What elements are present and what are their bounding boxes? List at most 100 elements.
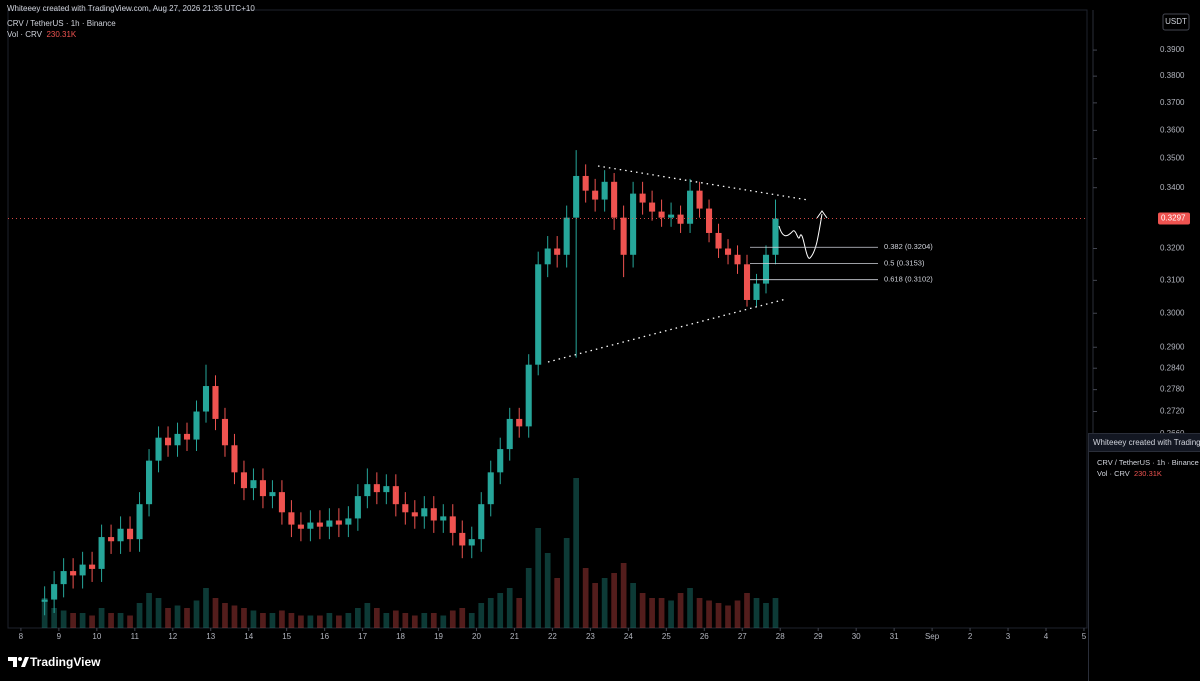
- volume-bar: [108, 613, 114, 628]
- x-tick-label: 15: [282, 632, 291, 641]
- candle-body: [155, 437, 162, 461]
- x-tick-label: 20: [472, 632, 481, 641]
- x-tick-label: 5: [1082, 632, 1087, 641]
- triangle-upper: [597, 165, 809, 201]
- volume-bar: [687, 588, 693, 628]
- candle-body: [231, 445, 238, 473]
- candle-body: [297, 524, 304, 529]
- header-title: Whiteeey created with TradingView.com, A…: [7, 4, 255, 13]
- candle-body: [278, 492, 285, 513]
- y-tick-label: 0.3400: [1160, 183, 1185, 192]
- candle-body: [601, 181, 608, 200]
- popup-volume-label: Vol · CRV: [1097, 469, 1130, 478]
- candle-body: [724, 248, 732, 255]
- volume-bar: [715, 603, 722, 628]
- y-tick-label: 0.3700: [1160, 98, 1185, 107]
- candle-body: [620, 217, 627, 255]
- popup-volume: Vol · CRV 230.31K: [1089, 467, 1200, 478]
- plot-frame: [7, 9, 1088, 629]
- candle-body: [288, 512, 295, 525]
- volume-bar: [231, 605, 238, 628]
- fib-label: 0.382 (0.3204): [884, 242, 933, 251]
- volume-bar: [136, 603, 143, 628]
- x-tick-label: 13: [206, 632, 215, 641]
- candle-body: [89, 564, 96, 569]
- y-tick-label: 0.3000: [1160, 308, 1185, 317]
- candle-body: [146, 460, 153, 505]
- volume-value: 230.31K: [46, 30, 77, 39]
- volume-bar: [260, 613, 266, 628]
- volume-bar: [611, 573, 617, 628]
- x-tick-label: 26: [700, 632, 709, 641]
- volume-bar: [51, 608, 57, 628]
- candle-body: [497, 449, 504, 473]
- volume-bar: [573, 478, 580, 628]
- candle-body: [440, 516, 447, 521]
- fib-label: 0.618 (0.3102): [884, 275, 933, 284]
- x-tick-label: 2: [968, 632, 973, 641]
- candle-body: [259, 480, 266, 497]
- candle-body: [554, 248, 561, 255]
- candle-body: [127, 528, 134, 540]
- candle-body: [506, 418, 513, 450]
- candle-body: [687, 190, 694, 224]
- volume-bar: [155, 598, 162, 628]
- volume-bar: [601, 578, 608, 628]
- volume-legend: Vol · CRV 230.31K: [7, 30, 76, 39]
- volume-bar: [677, 593, 684, 628]
- volume-bar: [734, 600, 741, 628]
- volume-bar: [440, 615, 447, 628]
- candle-body: [573, 175, 580, 218]
- candle-body: [772, 218, 779, 255]
- candle-body: [743, 264, 751, 300]
- candle-body: [402, 504, 409, 513]
- candle-body: [525, 364, 532, 427]
- volume-bar: [468, 613, 475, 628]
- volume-bar: [269, 613, 276, 628]
- volume-bar: [421, 613, 428, 628]
- currency-box[interactable]: [1162, 13, 1190, 31]
- popup-volume-value: 230.31K: [1133, 469, 1162, 478]
- y-tick-label: 0.2840: [1160, 363, 1185, 372]
- candle-body: [117, 528, 124, 542]
- candle-body: [449, 516, 456, 533]
- popup-title: Whiteeey created with TradingView: [1089, 434, 1200, 452]
- volume-bar: [250, 610, 257, 628]
- x-tick-label: 9: [57, 632, 62, 641]
- candle-body: [762, 254, 770, 284]
- logo-dot: [18, 657, 22, 661]
- candle-body: [373, 484, 380, 493]
- y-tick-label: 0.2900: [1160, 342, 1185, 351]
- x-tick-label: 10: [92, 632, 101, 641]
- x-tick-label: 30: [852, 632, 861, 641]
- volume-bar: [582, 568, 589, 628]
- x-tick-label: 27: [738, 632, 747, 641]
- volume-bar: [184, 608, 190, 628]
- candle-body: [430, 508, 437, 521]
- popup-symbol: CRV / TetherUS · 1h · Binance: [1097, 458, 1199, 467]
- candle-body: [60, 571, 67, 585]
- candle-body: [221, 418, 229, 446]
- x-tick-label: 22: [548, 632, 557, 641]
- candle-body: [478, 504, 485, 540]
- logo-mark: [21, 657, 29, 667]
- volume-bar: [658, 598, 665, 628]
- y-tick-label: 0.3200: [1160, 244, 1185, 253]
- y-tick-label: 0.3600: [1160, 125, 1185, 134]
- logo-mark: [8, 657, 17, 667]
- volume-bar: [317, 615, 323, 628]
- volume-bar: [402, 613, 409, 628]
- volume-bar: [478, 603, 485, 628]
- candle-body: [183, 433, 191, 440]
- volume-bar: [298, 615, 304, 628]
- volume-bar: [79, 613, 86, 628]
- last-price-label: 0.3297: [1161, 214, 1186, 223]
- volume-bar: [620, 563, 627, 628]
- candle-body: [468, 539, 475, 546]
- popup: Whiteeey created with TradingView CRV / …: [1088, 433, 1200, 681]
- volume-bar: [98, 608, 105, 628]
- volume-bar: [516, 598, 523, 628]
- y-tick-label: 0.3900: [1160, 45, 1185, 54]
- candle-body: [335, 520, 342, 525]
